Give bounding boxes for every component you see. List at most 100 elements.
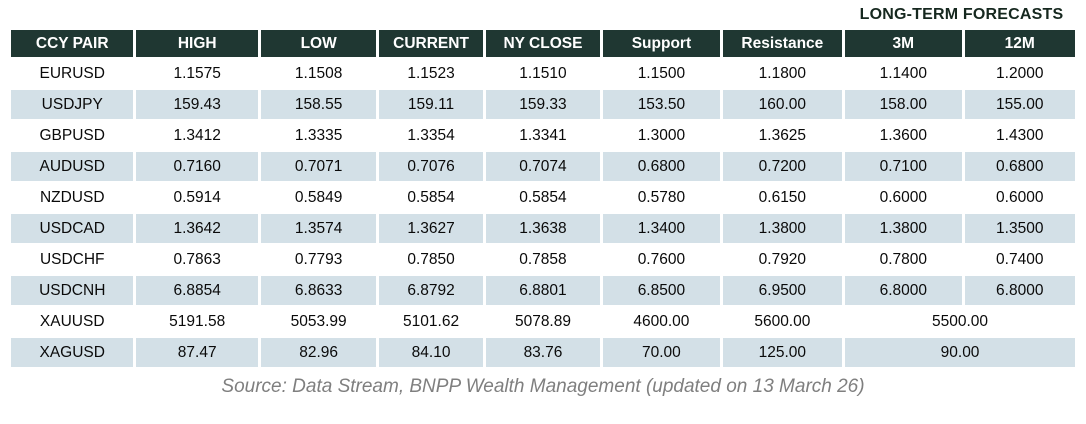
value-cell: 0.5854 <box>407 188 455 206</box>
value-cell: 1.1800 <box>758 64 807 82</box>
table-row-xagusd: XAGUSD 87.47 82.96 84.10 83.76 70.00 125.00 90.… <box>11 338 1075 367</box>
value-cell: 0.7600 <box>637 250 686 268</box>
value-cell: 0.7200 <box>722 152 843 181</box>
value-cell: 1.3642 <box>136 214 258 243</box>
value-cell: 82.96 <box>260 338 377 367</box>
value-cell: 0.5914 <box>173 188 221 206</box>
value-cell: 0.5780 <box>637 188 686 206</box>
value-cell: 1.3800 <box>722 214 843 243</box>
table-row-gbpusd: GBPUSD 1.3412 1.3335 1.3354 1.3341 1.3000 1.36… <box>11 121 1075 150</box>
value-cell: 1.1400 <box>879 64 927 82</box>
table-row-audusd: AUDUSD 0.7160 0.7071 0.7076 0.7074 0.6800 0.72… <box>11 152 1075 181</box>
value-cell: 153.50 <box>603 90 720 119</box>
value-cell: 0.6000 <box>996 188 1044 206</box>
column-header-low: LOW <box>260 30 377 57</box>
value-cell: 1.1508 <box>294 64 343 82</box>
value-cell: 159.33 <box>485 90 601 119</box>
value-cell: 0.7858 <box>519 250 567 268</box>
ccy-pair-cell: XAGUSD <box>11 338 134 367</box>
value-cell: 0.7160 <box>136 152 258 181</box>
value-cell: 6.8000 <box>845 276 962 305</box>
value-cell: 1.3625 <box>758 126 807 144</box>
value-cell: 1.3627 <box>379 214 483 243</box>
value-cell: 70.00 <box>603 338 720 367</box>
value-cell: 0.7074 <box>485 152 601 181</box>
fx-forecast-panel: LONG-TERM FORECASTS CCY PAIR HIGH LOW CURRE… <box>8 0 1078 397</box>
value-cell: 0.7920 <box>758 250 807 268</box>
value-cell: 6.8000 <box>964 276 1075 305</box>
value-cell: 1.3638 <box>485 214 601 243</box>
merged-forecast-cell: 90.00 <box>845 338 1075 367</box>
value-cell: 83.76 <box>485 338 601 367</box>
value-cell: 1.3341 <box>519 126 567 144</box>
long-term-forecasts-title: LONG-TERM FORECASTS <box>859 6 1064 23</box>
value-cell: 6.8801 <box>485 276 601 305</box>
value-cell: 6.8854 <box>136 276 258 305</box>
value-cell: 6.8792 <box>379 276 483 305</box>
value-cell: 160.00 <box>722 90 843 119</box>
value-cell: 5600.00 <box>754 312 811 330</box>
value-cell: 0.5854 <box>519 188 567 206</box>
value-cell: 0.7863 <box>173 250 221 268</box>
value-cell: 0.7076 <box>379 152 483 181</box>
value-cell: 0.5849 <box>294 188 343 206</box>
ccy-pair-cell: USDCAD <box>11 214 134 243</box>
value-cell: 4600.00 <box>633 312 690 330</box>
value-cell: 1.3800 <box>845 214 962 243</box>
value-cell: 0.7100 <box>845 152 962 181</box>
ccy-pair-cell: GBPUSD <box>39 126 105 144</box>
value-cell: 5101.62 <box>403 312 460 330</box>
value-cell: 159.11 <box>379 90 483 119</box>
value-cell: 0.7071 <box>260 152 377 181</box>
column-header-high: HIGH <box>136 30 258 57</box>
ccy-pair-cell: USDCNH <box>11 276 134 305</box>
value-cell: 0.6150 <box>758 188 807 206</box>
value-cell: 158.00 <box>845 90 962 119</box>
value-cell: 159.43 <box>136 90 258 119</box>
table-row-nzdusd: NZDUSD 0.5914 0.5849 0.5854 0.5854 0.5780 0.61… <box>11 183 1075 212</box>
value-cell: 1.3400 <box>603 214 720 243</box>
value-cell: 1.4300 <box>996 126 1044 144</box>
value-cell: 0.6000 <box>879 188 927 206</box>
value-cell: 155.00 <box>964 90 1075 119</box>
ccy-pair-cell: USDCHF <box>39 250 105 268</box>
value-cell: 0.7400 <box>996 250 1044 268</box>
value-cell: 5191.58 <box>169 312 226 330</box>
ccy-pair-cell: AUDUSD <box>11 152 134 181</box>
table-body: EURUSD 1.1575 1.1508 1.1523 1.1510 1.1500 1.18… <box>11 59 1075 367</box>
value-cell: 1.3574 <box>260 214 377 243</box>
value-cell: 0.6800 <box>603 152 720 181</box>
ccy-pair-cell: USDJPY <box>11 90 134 119</box>
value-cell: 125.00 <box>722 338 843 367</box>
table-row-usdcad: USDCAD 1.3642 1.3574 1.3627 1.3638 1.3400 1.38… <box>11 214 1075 243</box>
source-note: Source: Data Stream, BNPP Wealth Managem… <box>221 376 865 397</box>
column-header-resistance: Resistance <box>722 30 843 57</box>
column-header-3m: 3M <box>845 30 962 57</box>
value-cell: 1.1500 <box>637 64 686 82</box>
value-cell: 0.7800 <box>879 250 927 268</box>
value-cell: 1.2000 <box>996 64 1044 82</box>
ccy-pair-cell: NZDUSD <box>39 188 105 206</box>
table-row-xauusd: XAUUSD 5191.58 5053.99 5101.62 5078.89 4600.0… <box>11 307 1075 336</box>
value-cell: 1.3000 <box>637 126 686 144</box>
header-row: CCY PAIR HIGH LOW CURRENT NY CLOSE Support Res… <box>11 30 1075 57</box>
column-header-ccy-pair: CCY PAIR <box>11 30 134 57</box>
value-cell: 1.3412 <box>173 126 221 144</box>
value-cell: 6.9500 <box>722 276 843 305</box>
column-header-ny-close: NY CLOSE <box>485 30 601 57</box>
value-cell: 1.3500 <box>964 214 1075 243</box>
value-cell: 5053.99 <box>290 312 347 330</box>
fx-forecast-table: CCY PAIR HIGH LOW CURRENT NY CLOSE Support Res… <box>8 28 1078 369</box>
value-cell: 87.47 <box>136 338 258 367</box>
column-header-12m: 12M <box>964 30 1075 57</box>
value-cell: 0.6800 <box>964 152 1075 181</box>
value-cell: 0.7793 <box>294 250 343 268</box>
value-cell: 84.10 <box>379 338 483 367</box>
table-header-row: CCY PAIR HIGH LOW CURRENT NY CLOSE Support Res… <box>11 30 1075 57</box>
top-label-row: LONG-TERM FORECASTS <box>8 0 1078 28</box>
table-row-usdjpy: USDJPY 159.43 158.55 159.11 159.33 153.50 160.… <box>11 90 1075 119</box>
value-cell: 1.1510 <box>519 64 567 82</box>
table-row-usdcnh: USDCNH 6.8854 6.8633 6.8792 6.8801 6.8500 6.95… <box>11 276 1075 305</box>
value-cell: 1.3354 <box>407 126 455 144</box>
value-cell: 1.1575 <box>173 64 221 82</box>
